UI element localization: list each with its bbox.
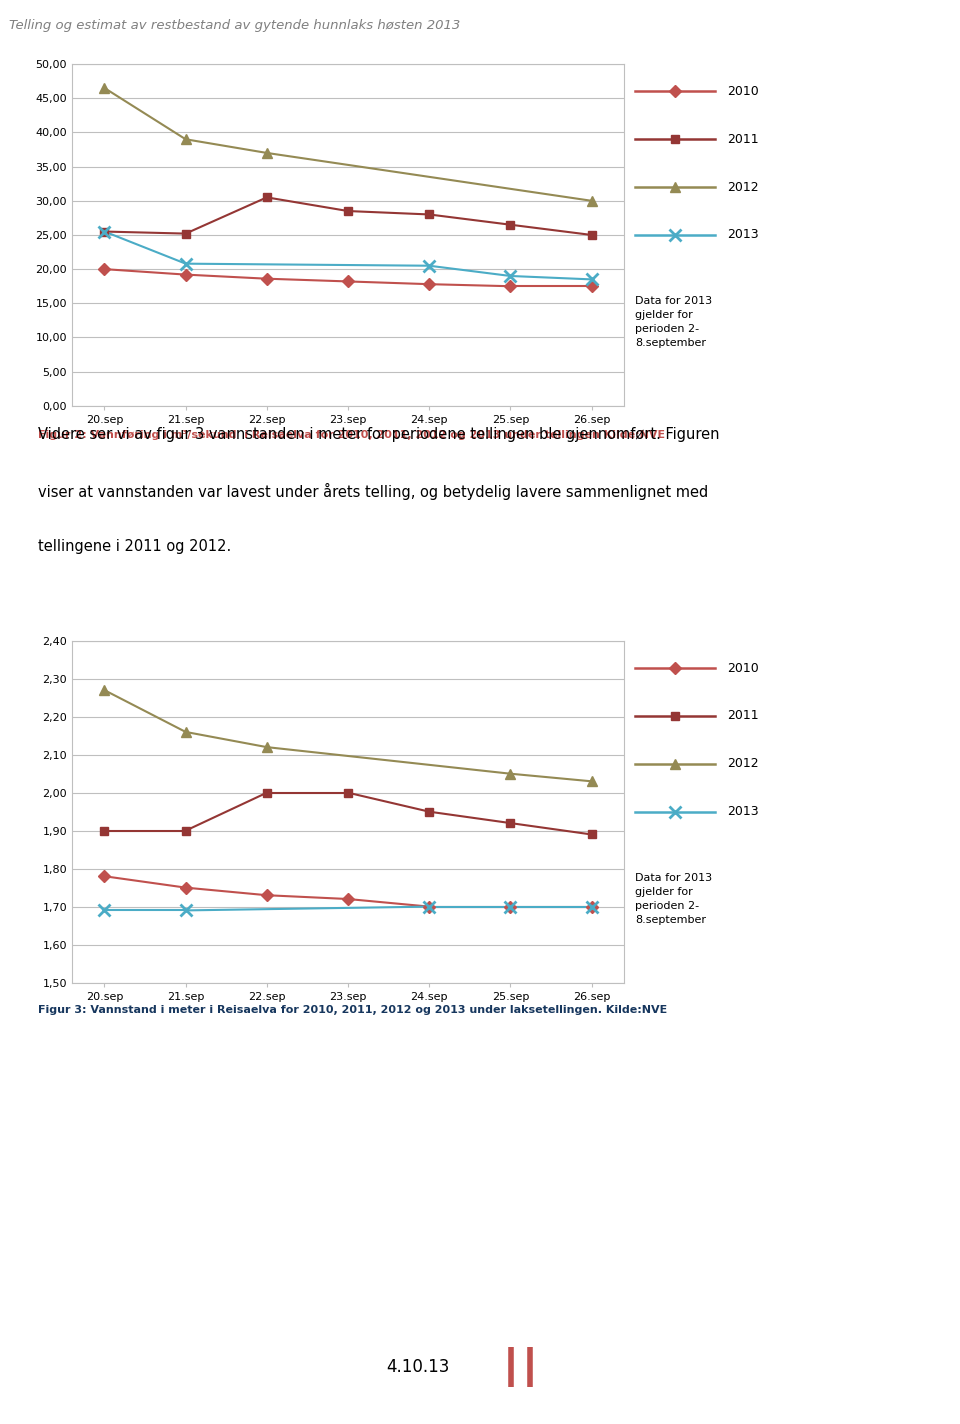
Text: 4: 4 <box>847 13 862 34</box>
Text: viser at vannstanden var lavest under årets telling, og betydelig lavere sammenl: viser at vannstanden var lavest under år… <box>38 483 708 500</box>
Text: 2011: 2011 <box>727 709 758 722</box>
Text: Data for 2013
gjelder for
perioden 2-
8.september: Data for 2013 gjelder for perioden 2- 8.… <box>635 873 712 926</box>
Text: 2012: 2012 <box>727 758 758 770</box>
Text: 2010: 2010 <box>727 662 758 675</box>
Text: Videre ser vi av figur 3 vannstanden i meter for periodene tellingen ble gjennom: Videre ser vi av figur 3 vannstanden i m… <box>38 427 720 443</box>
Text: Telling og estimat av restbestand av gytende hunnlaks høsten 2013: Telling og estimat av restbestand av gyt… <box>9 20 460 33</box>
Text: Figur 3: Vannstand i meter i Reisaelva for 2010, 2011, 2012 og 2013 under lakset: Figur 3: Vannstand i meter i Reisaelva f… <box>38 1005 667 1015</box>
Text: tellingene i 2011 og 2012.: tellingene i 2011 og 2012. <box>38 538 231 554</box>
Text: Figur 2: Vannføring i m³/sekund  i Reisaelva for 2010, 2011, 2012 og 2013 under : Figur 2: Vannføring i m³/sekund i Reisae… <box>38 430 665 440</box>
Text: Data for 2013
gjelder for
perioden 2-
8.september: Data for 2013 gjelder for perioden 2- 8.… <box>635 296 712 349</box>
Text: 2013: 2013 <box>727 228 758 242</box>
Text: 2010: 2010 <box>727 85 758 98</box>
Text: 2013: 2013 <box>727 805 758 819</box>
Text: 4.10.13: 4.10.13 <box>386 1358 449 1376</box>
Text: 2012: 2012 <box>727 181 758 194</box>
Text: 2011: 2011 <box>727 132 758 145</box>
